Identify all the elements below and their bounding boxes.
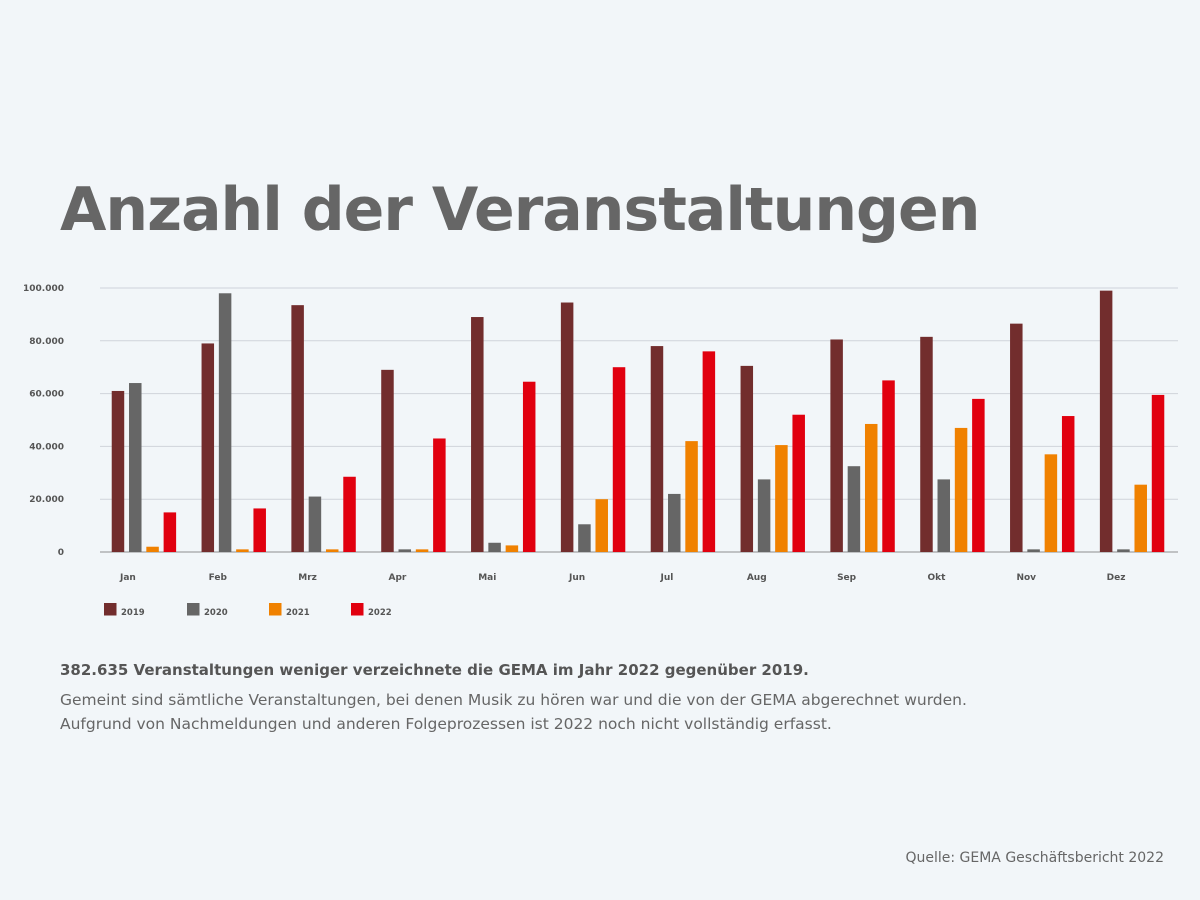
bar-jan-2020: [129, 383, 142, 552]
highlight-text: 382.635 Veranstaltungen weniger verzeich…: [60, 661, 809, 679]
bar-jan-2022: [163, 512, 177, 552]
bar-aug-2022: [792, 414, 805, 552]
bar-mrz-2019: [291, 305, 304, 552]
bar-okt-2020: [937, 479, 951, 552]
bar-mrz-2022: [343, 476, 356, 552]
legend-swatch-2021: [269, 603, 282, 616]
legend-swatch-2020: [187, 603, 200, 616]
bar-apr-2019: [381, 369, 394, 552]
x-tick-label: Apr: [388, 573, 406, 583]
bar-sep-2020: [847, 466, 861, 552]
y-tick-label: 60.000: [29, 390, 64, 400]
bar-mai-2021: [505, 545, 519, 552]
y-tick-label: 0: [58, 548, 64, 558]
bar-apr-2020: [398, 549, 412, 552]
x-tick-label: Mai: [478, 573, 496, 583]
bar-feb-2022: [253, 508, 266, 552]
legend-swatch-2022: [351, 603, 364, 616]
y-tick-label: 100.000: [23, 284, 64, 294]
bar-okt-2021: [954, 427, 968, 552]
bar-dez-2020: [1117, 549, 1130, 552]
x-tick-label: Mrz: [298, 573, 317, 583]
bar-chart-svg: 0 20.000 40.000 60.000 80.000 100.000 Jan Feb M…: [23, 284, 1178, 618]
x-axis-labels: Jan Feb Mrz Apr Mai Jun Jul Aug Sep Okt Nov Dez: [119, 573, 1125, 583]
bar-jul-2019: [650, 346, 664, 552]
bar-apr-2022: [433, 438, 446, 552]
description: Gemeint sind sämtliche Veranstaltungen, …: [60, 688, 967, 736]
x-tick-label: Dez: [1107, 573, 1126, 583]
bar-jul-2022: [702, 351, 716, 552]
bars-layer: [111, 290, 1165, 552]
x-tick-label: Nov: [1016, 573, 1036, 583]
bar-nov-2022: [1061, 416, 1075, 552]
bar-mai-2019: [471, 317, 484, 552]
grid-layer: 0 20.000 40.000 60.000 80.000 100.000: [23, 284, 1178, 558]
bar-jan-2021: [146, 546, 159, 552]
source-text: Quelle: GEMA Geschäftsbericht 2022: [905, 850, 1164, 866]
chart-title: Anzahl der Veranstaltungen: [60, 175, 980, 245]
x-tick-label: Feb: [209, 573, 228, 583]
bar-mai-2022: [522, 381, 536, 552]
bar-jun-2019: [560, 302, 574, 552]
bar-nov-2021: [1044, 454, 1058, 552]
bar-aug-2020: [757, 479, 771, 552]
description-line-2: Aufgrund von Nachmeldungen und anderen F…: [60, 715, 832, 733]
x-tick-label: Okt: [927, 573, 946, 583]
bar-sep-2022: [882, 380, 895, 552]
y-tick-label: 40.000: [29, 442, 64, 452]
bar-feb-2021: [236, 549, 249, 552]
bar-mai-2020: [488, 542, 501, 552]
x-tick-label: Jul: [659, 573, 673, 583]
bar-jun-2020: [578, 524, 591, 552]
bar-aug-2019: [740, 365, 754, 552]
y-tick-label: 80.000: [29, 337, 64, 347]
bar-nov-2019: [1010, 323, 1023, 552]
x-tick-label: Aug: [747, 573, 767, 583]
bar-jan-2019: [111, 390, 125, 552]
legend-swatch-2019: [104, 603, 117, 616]
bar-mrz-2021: [325, 549, 339, 552]
bar-feb-2019: [201, 343, 215, 552]
legend-label-2022: 2022: [368, 608, 392, 618]
legend: 2019 2020 2021 2022: [104, 603, 392, 618]
bar-apr-2021: [415, 549, 429, 552]
x-tick-label: Jan: [119, 573, 136, 583]
bar-aug-2021: [775, 445, 788, 552]
bar-dez-2021: [1134, 484, 1147, 552]
bar-jun-2022: [612, 367, 626, 552]
bar-sep-2021: [864, 423, 878, 552]
chart-container: 0 20.000 40.000 60.000 80.000 100.000 Jan Feb M…: [0, 270, 1200, 640]
legend-label-2020: 2020: [204, 608, 228, 618]
bar-dez-2019: [1099, 290, 1113, 552]
bar-mrz-2020: [308, 496, 322, 552]
bar-jul-2021: [685, 441, 698, 552]
bar-okt-2019: [920, 336, 933, 552]
bar-dez-2022: [1151, 394, 1165, 552]
bar-feb-2020: [218, 293, 232, 552]
description-line-1: Gemeint sind sämtliche Veranstaltungen, …: [60, 691, 967, 709]
bar-jun-2021: [595, 499, 608, 552]
x-tick-label: Jun: [568, 573, 585, 583]
bar-sep-2019: [830, 339, 843, 552]
bar-okt-2022: [972, 398, 985, 552]
y-tick-label: 20.000: [29, 495, 64, 505]
legend-label-2019: 2019: [121, 608, 145, 618]
bar-jul-2020: [668, 493, 681, 552]
bar-nov-2020: [1027, 549, 1040, 552]
legend-label-2021: 2021: [286, 608, 310, 618]
x-tick-label: Sep: [837, 573, 857, 583]
